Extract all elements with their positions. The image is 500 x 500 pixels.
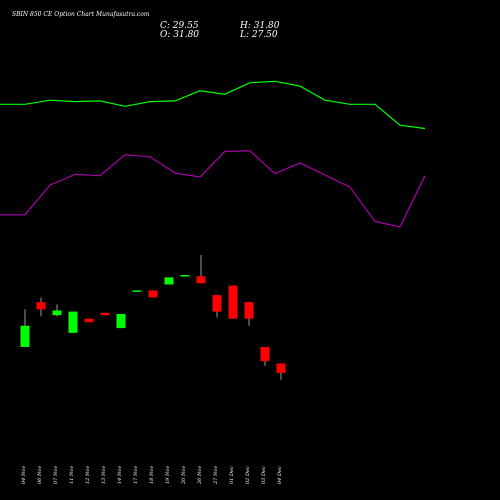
x-tick-label: 11 Nov — [69, 466, 75, 484]
candle — [52, 304, 62, 317]
x-tick-label: 20 Nov — [181, 466, 187, 485]
x-tick-label: 04 Dec — [277, 466, 283, 484]
candle — [100, 312, 110, 316]
x-tick-label: 01 Dec — [229, 466, 235, 484]
candle-body — [196, 276, 206, 284]
candle — [20, 309, 30, 347]
x-tick-label: 02 Dec — [245, 466, 251, 484]
x-tick-label: 04 Nov — [21, 466, 27, 484]
candle-body — [276, 363, 286, 373]
candle — [244, 302, 254, 326]
candles — [20, 255, 286, 380]
candle — [68, 311, 78, 333]
x-tick-label: 14 Nov — [117, 466, 123, 484]
x-tick-label: 26 Nov — [197, 466, 203, 485]
candle — [132, 290, 142, 292]
candle — [212, 295, 222, 318]
candle-body — [180, 275, 190, 277]
x-tick-label: 18 Nov — [149, 466, 155, 484]
candle-body — [244, 302, 254, 319]
close-value: C: 29.55 — [160, 21, 199, 31]
candle-body — [132, 290, 142, 292]
indicator-lines — [0, 80, 426, 228]
x-tick-label: 07 Nov — [53, 466, 59, 484]
candle — [196, 255, 206, 284]
candle — [164, 277, 174, 285]
candle — [36, 297, 46, 317]
x-tick-label: 19 Nov — [165, 466, 171, 484]
candle — [148, 290, 158, 298]
candle — [228, 285, 238, 319]
upper-line — [0, 80, 426, 130]
candle-body — [260, 346, 270, 362]
x-tick-label: 03 Dec — [261, 466, 267, 484]
candle-body — [164, 277, 174, 285]
x-axis: 04 Nov 06 Nov 07 Nov 11 Nov 12 Nov 13 Nov 14 N… — [21, 466, 283, 485]
high-value: H: 31.80 — [239, 21, 280, 31]
x-tick-label: 12 Nov — [85, 466, 91, 484]
x-tick-label: 27 Nov — [213, 466, 219, 485]
candle-body — [36, 302, 46, 310]
x-tick-label: 17 Nov — [133, 466, 139, 484]
x-tick-label: 06 Nov — [37, 466, 43, 484]
candle — [276, 363, 286, 380]
candle-body — [52, 310, 62, 316]
chart-title: SBIN 850 CE Option Chart Munafasutra.com — [12, 11, 150, 18]
candle-body — [100, 312, 110, 316]
candle-body — [228, 285, 238, 319]
candle — [260, 346, 270, 366]
candle-body — [84, 318, 94, 323]
candle-body — [212, 295, 222, 312]
x-tick-label: 13 Nov — [101, 466, 107, 484]
lower-line — [0, 150, 426, 228]
open-value: O: 31.80 — [160, 30, 199, 40]
candle-body — [116, 313, 126, 329]
candle — [84, 318, 94, 323]
candle-body — [148, 290, 158, 298]
low-value: L: 27.50 — [239, 30, 278, 40]
candle-body — [20, 325, 30, 347]
candle-body — [68, 311, 78, 333]
candle — [116, 313, 126, 329]
candle — [180, 275, 190, 277]
